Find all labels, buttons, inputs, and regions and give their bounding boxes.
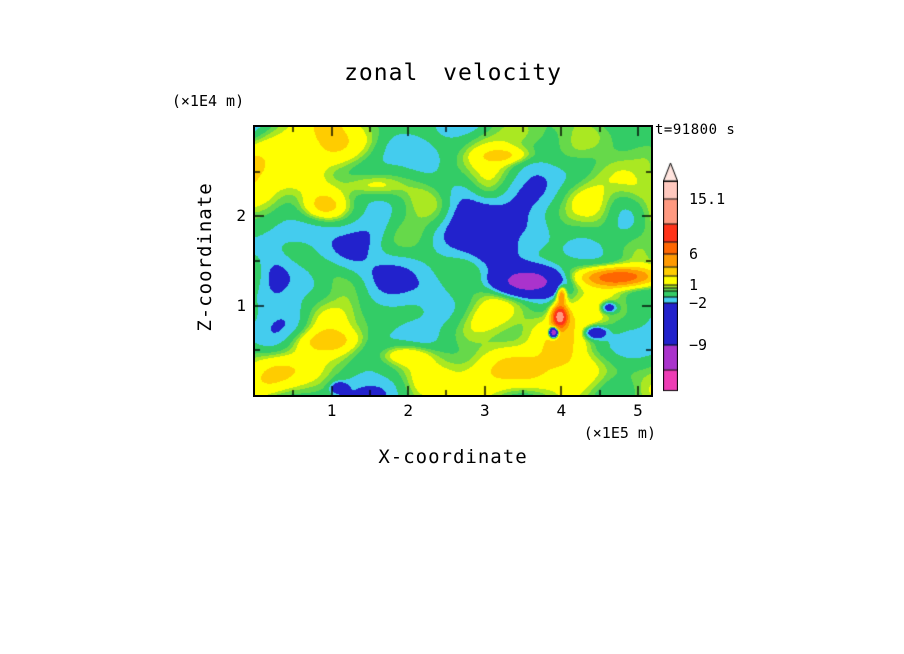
plot-area bbox=[253, 125, 653, 397]
colorbar-tick-label: 1 bbox=[689, 275, 699, 294]
x-tick-label: 4 bbox=[556, 401, 567, 420]
colorbar-tick-label: 15.1 bbox=[689, 190, 726, 209]
time-annotation: t=91800 s bbox=[655, 122, 736, 138]
colorbar-tick-label: −9 bbox=[689, 336, 708, 355]
x-tick-label: 2 bbox=[403, 401, 413, 420]
colorbar-tick-label: −2 bbox=[689, 293, 708, 312]
x-tick-label: 1 bbox=[326, 401, 337, 420]
y-tick-label: 2 bbox=[236, 206, 246, 226]
x-axis-units-label: (×1E5 m) bbox=[583, 424, 656, 442]
page-title: zonal velocity bbox=[344, 60, 562, 86]
y-axis-units-label: (×1E4 m) bbox=[171, 92, 245, 110]
x-axis-title: X-coordinate bbox=[378, 446, 528, 468]
y-tick-label: 1 bbox=[236, 295, 246, 315]
colorbar-tick-label: 6 bbox=[689, 245, 699, 264]
x-tick-label: 3 bbox=[479, 401, 490, 420]
y-axis-title: Z-coordinate bbox=[194, 182, 216, 332]
field-canvas bbox=[255, 127, 651, 395]
colorbar-canvas bbox=[663, 162, 678, 392]
x-tick-label: 5 bbox=[633, 401, 643, 420]
